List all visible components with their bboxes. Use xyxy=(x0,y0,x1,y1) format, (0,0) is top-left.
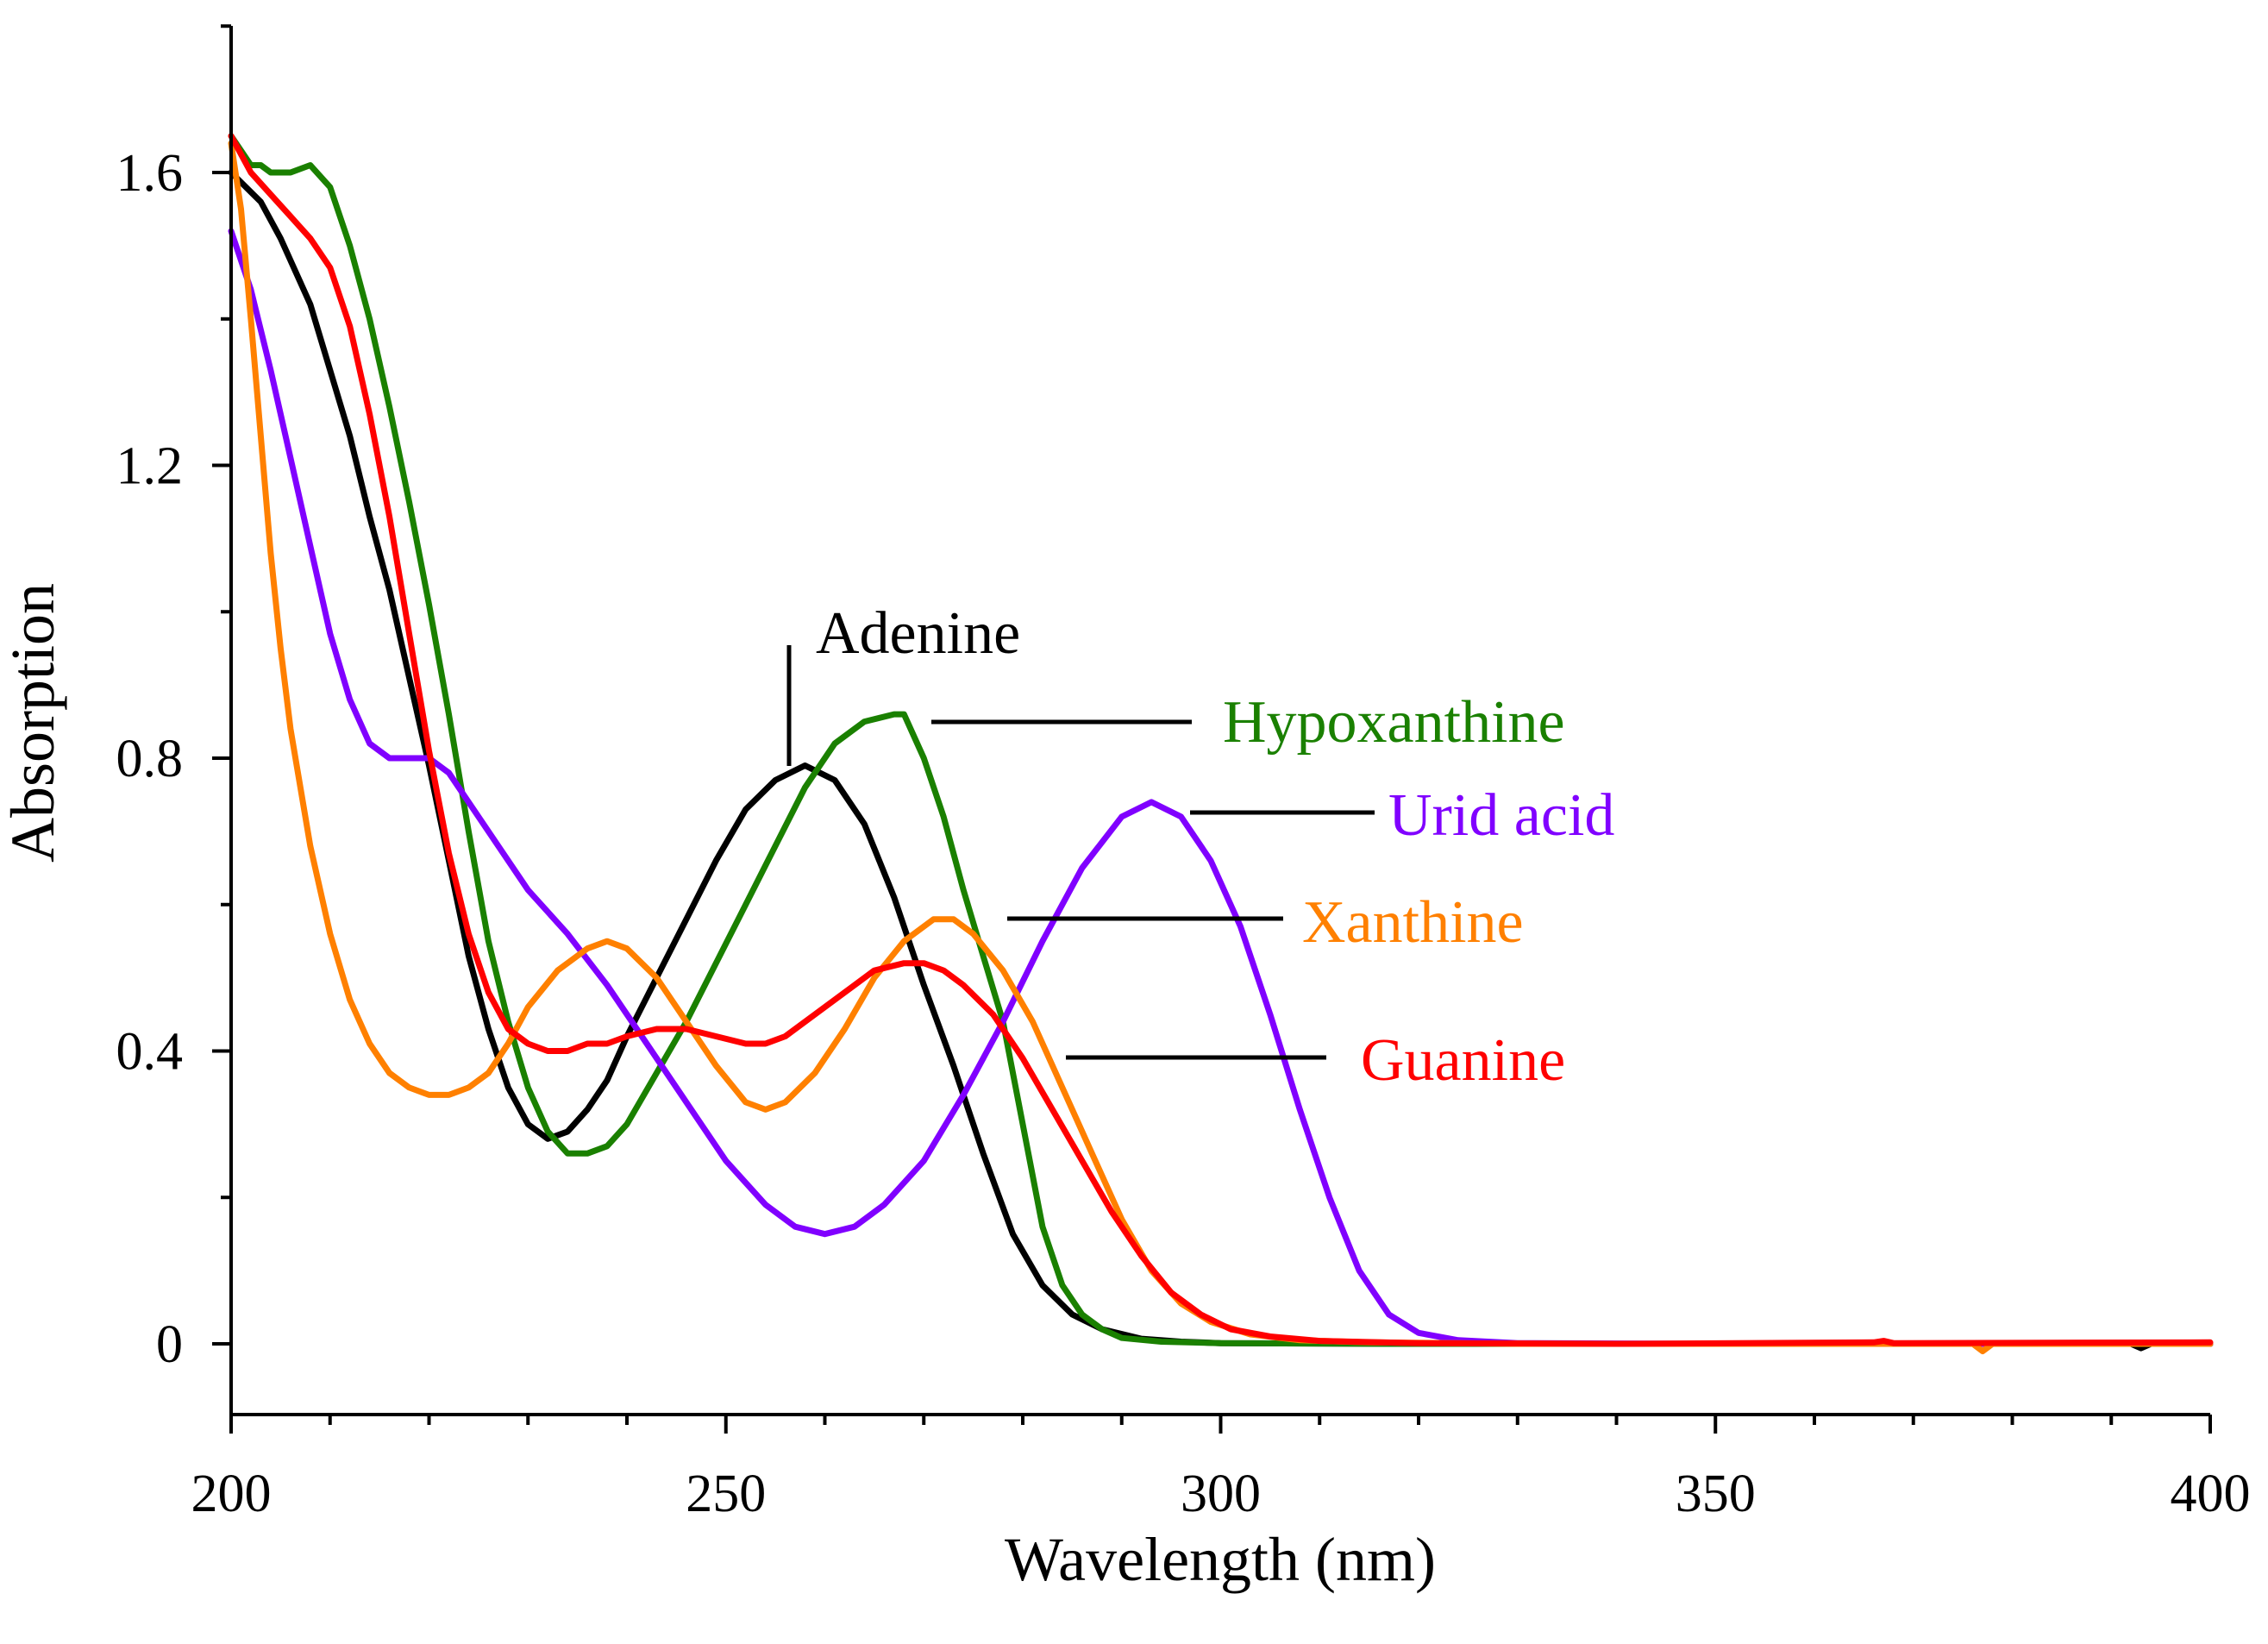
x-tick-label: 400 xyxy=(2171,1465,2251,1523)
series-annotations: Adenine Hypoxanthine Urid acid Xanthine … xyxy=(786,600,1614,1094)
series-line-adenine xyxy=(228,169,2214,1352)
hypoxanthine-label: Hypoxanthine xyxy=(1223,689,1565,756)
plot-lines xyxy=(228,133,2214,1354)
xanthine-label: Xanthine xyxy=(1302,889,1524,956)
guanine-label: Guanine xyxy=(1361,1027,1565,1094)
x-tick-label: 250 xyxy=(686,1465,766,1523)
y-axis-title: Absorption xyxy=(0,583,67,863)
series-line-urid-acid xyxy=(228,228,2214,1347)
series-line-xanthine xyxy=(228,140,2214,1354)
urid-acid-label: Urid acid xyxy=(1388,782,1614,849)
y-tick-label: 0.4 xyxy=(116,1023,184,1082)
x-tick-label: 300 xyxy=(1181,1465,1261,1523)
y-tick-label: 1.6 xyxy=(116,144,184,203)
series-line-guanine xyxy=(228,133,2214,1347)
y-tick-label: 0 xyxy=(156,1315,183,1374)
series-line-hypoxanthine xyxy=(228,133,2214,1347)
adenine-label: Adenine xyxy=(816,600,1020,667)
x-tick-label: 200 xyxy=(191,1465,272,1523)
y-tick-label: 1.2 xyxy=(116,437,184,496)
y-tick-label: 0.8 xyxy=(116,730,184,788)
x-axis-title: Wavelength (nm) xyxy=(1005,1525,1436,1594)
axes: 200 250 300 350 400 0 0.4 0.8 1.2 1.6 xyxy=(116,24,2251,1523)
x-tick-label: 350 xyxy=(1676,1465,1756,1523)
axis-ticks: 200 250 300 350 400 0 0.4 0.8 1.2 1.6 xyxy=(116,24,2251,1523)
